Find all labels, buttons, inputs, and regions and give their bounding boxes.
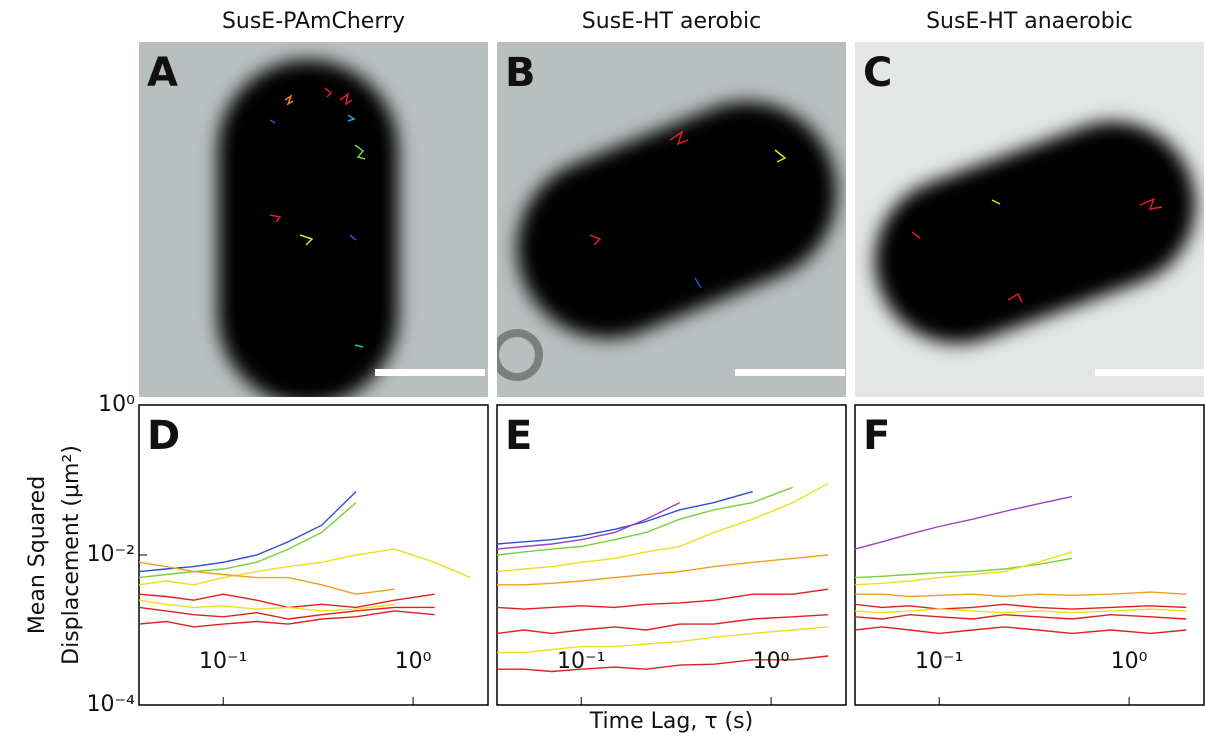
- msd-trace: [497, 626, 829, 654]
- panel-letter: A: [147, 50, 178, 96]
- msd-trace: [496, 588, 829, 610]
- x-tick-label: 10⁻¹: [199, 649, 247, 674]
- msd-trace: [854, 557, 1073, 579]
- msd-trace: [496, 490, 753, 545]
- msd-trace: [138, 548, 471, 586]
- msd-trace: [496, 614, 829, 635]
- msd-trace: [138, 599, 395, 612]
- msd-trace: [497, 554, 829, 586]
- x-tick-label: 10⁰: [1111, 649, 1148, 674]
- y-tick-label: 10⁻²: [87, 542, 135, 567]
- panel-letter: E: [505, 413, 532, 459]
- y-tick-label: 10⁻⁴: [87, 692, 136, 717]
- msd-trace: [854, 608, 1187, 614]
- msd-trace: [854, 613, 1187, 620]
- msd-trace: [497, 655, 829, 673]
- msd-trace: [138, 491, 357, 573]
- x-tick-label: 10⁰: [395, 649, 432, 674]
- msd-trace: [854, 626, 1187, 635]
- panel-letter: F: [863, 413, 890, 459]
- panel-title: SusE-PAmCherry: [222, 9, 405, 34]
- micrograph: [497, 42, 846, 397]
- msd-trace: [496, 482, 829, 573]
- panel-letter: B: [505, 50, 536, 96]
- msd-trace: [854, 551, 1073, 586]
- msd-trace: [138, 502, 357, 579]
- msd-trace: [855, 591, 1187, 598]
- msd-trace: [496, 501, 681, 550]
- plot-frame: [496, 404, 847, 706]
- plot-frame: [138, 404, 489, 706]
- msd-trace: [854, 495, 1073, 550]
- panel-letter: C: [863, 50, 892, 96]
- x-axis-label: Time Lag, τ (s): [589, 709, 753, 734]
- y-axis-label: Displacement (μm²): [59, 445, 84, 665]
- panel-title: SusE-HT aerobic: [582, 9, 761, 34]
- micrograph: [139, 42, 488, 397]
- micrograph: [855, 42, 1204, 397]
- x-tick-label: 10⁻¹: [557, 649, 605, 674]
- msd-trace: [138, 561, 395, 595]
- msd-trace: [138, 606, 435, 620]
- msd-trace: [496, 486, 793, 556]
- y-axis-label: Mean Squared: [25, 476, 50, 634]
- msd-trace: [854, 603, 1187, 610]
- plot-frame: [854, 404, 1205, 706]
- msd-trace: [138, 593, 435, 609]
- panel-letter: D: [147, 413, 180, 459]
- panel-title: SusE-HT anaerobic: [926, 9, 1133, 34]
- msd-trace: [138, 610, 435, 628]
- x-tick-label: 10⁻¹: [915, 649, 963, 674]
- y-tick-label: 10⁰: [98, 392, 135, 417]
- x-tick-label: 10⁰: [753, 649, 790, 674]
